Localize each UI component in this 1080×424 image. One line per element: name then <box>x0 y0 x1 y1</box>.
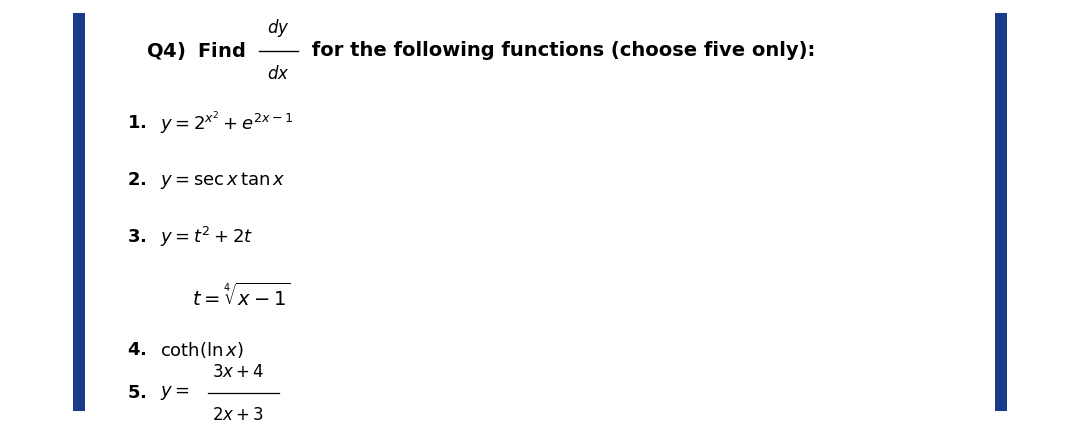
Text: $dy$: $dy$ <box>268 17 289 39</box>
Text: $y = 2^{x^2} + e^{2x-1}$: $y = 2^{x^2} + e^{2x-1}$ <box>160 109 293 137</box>
Text: $2x+3$: $2x+3$ <box>212 406 264 424</box>
Text: $y =$: $y =$ <box>160 385 190 402</box>
Text: for the following functions (choose five only):: for the following functions (choose five… <box>305 42 814 60</box>
Text: $y = t^2 + 2t$: $y = t^2 + 2t$ <box>160 226 253 249</box>
Text: $\mathbf{3.}$: $\mathbf{3.}$ <box>127 229 147 246</box>
FancyBboxPatch shape <box>73 13 85 411</box>
Text: $\mathbf{2.}$: $\mathbf{2.}$ <box>127 171 147 189</box>
FancyBboxPatch shape <box>995 13 1007 411</box>
Text: $dx$: $dx$ <box>268 65 289 83</box>
Text: $\mathbf{5.}$: $\mathbf{5.}$ <box>127 385 147 402</box>
Text: $\mathrm{coth}(\ln x)$: $\mathrm{coth}(\ln x)$ <box>160 340 244 360</box>
Text: $\bf{Q4)}$  $\bf{Find}$: $\bf{Q4)}$ $\bf{Find}$ <box>146 40 245 62</box>
Text: $t = \sqrt[4]{x-1}$: $t = \sqrt[4]{x-1}$ <box>192 283 291 310</box>
Text: $3x+4$: $3x+4$ <box>212 363 265 381</box>
Text: $y = \mathrm{sec}\,x\,\mathrm{tan}\,x$: $y = \mathrm{sec}\,x\,\mathrm{tan}\,x$ <box>160 170 285 191</box>
Text: $\mathbf{4.}$: $\mathbf{4.}$ <box>127 341 147 359</box>
Text: $\mathbf{1.}$: $\mathbf{1.}$ <box>127 114 147 132</box>
